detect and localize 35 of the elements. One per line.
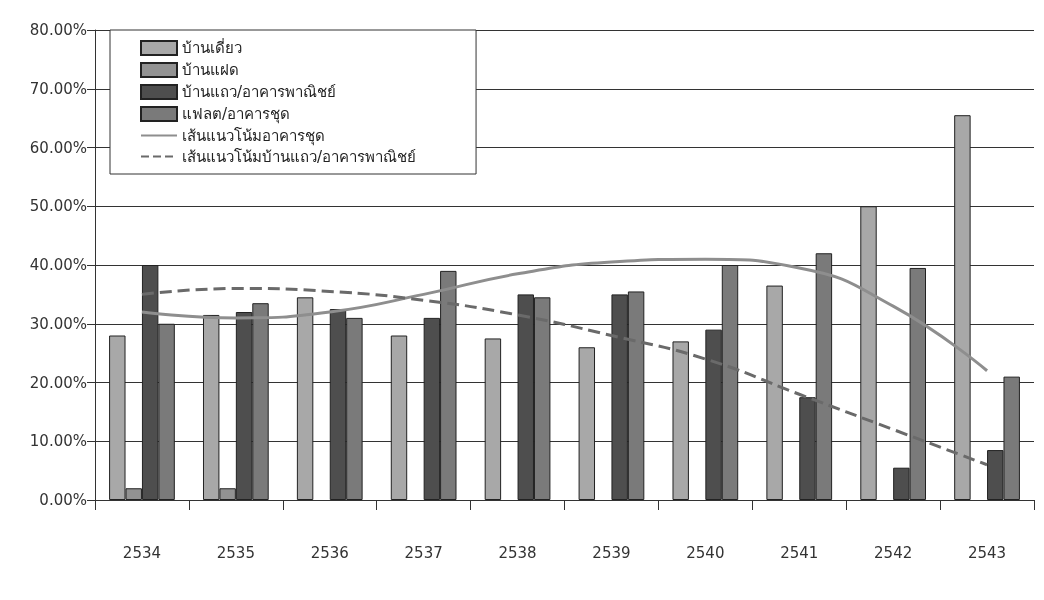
bar	[766, 285, 783, 500]
y-tick-label: 70.00%	[29, 79, 87, 98]
x-tick-label: 2536	[310, 543, 349, 562]
x-tick-label: 2538	[498, 543, 537, 562]
x-tick-label: 2541	[780, 543, 819, 562]
legend-label: เส้นแนวโน้มอาคารชุด	[182, 126, 325, 146]
line-series	[140, 257, 989, 373]
bar	[954, 115, 971, 500]
bar	[578, 347, 596, 500]
y-tick-label: 20.00%	[29, 373, 87, 392]
bar	[296, 297, 314, 500]
y-tick-label: 50.00%	[29, 197, 87, 216]
bar	[390, 335, 408, 500]
legend-label: บ้านแฝด	[182, 61, 239, 79]
line-series	[140, 287, 989, 467]
x-tick-label: 2539	[592, 543, 631, 562]
legend-label: บ้านเดี่ยว	[182, 37, 242, 57]
y-tick-label: 0.00%	[39, 491, 87, 509]
bar	[860, 206, 877, 500]
x-tick-label: 2535	[216, 543, 255, 562]
legend-label: เส้นแนวโน้มบ้านแถว/อาคารพาณิชย์	[182, 147, 417, 166]
y-tick-label: 30.00%	[29, 314, 87, 333]
x-tick-label: 2543	[967, 543, 1007, 562]
y-tick-label: 80.00%	[29, 21, 87, 39]
legend-label: บ้านแถว/อาคารพาณิชย์	[182, 83, 337, 101]
y-tick-label: 10.00%	[29, 432, 87, 451]
x-tick-label: 2542	[874, 543, 913, 562]
y-tick-label: 60.00%	[29, 138, 87, 157]
bar	[672, 341, 689, 500]
legend-label: แฟลต/อาคารชุด	[182, 105, 291, 124]
x-tick-label: 2540	[686, 543, 725, 562]
bar	[484, 338, 502, 500]
y-tick-label: 40.00%	[29, 256, 87, 274]
x-tick-label: 2537	[404, 543, 443, 562]
x-tick-label: 2534	[122, 543, 162, 562]
